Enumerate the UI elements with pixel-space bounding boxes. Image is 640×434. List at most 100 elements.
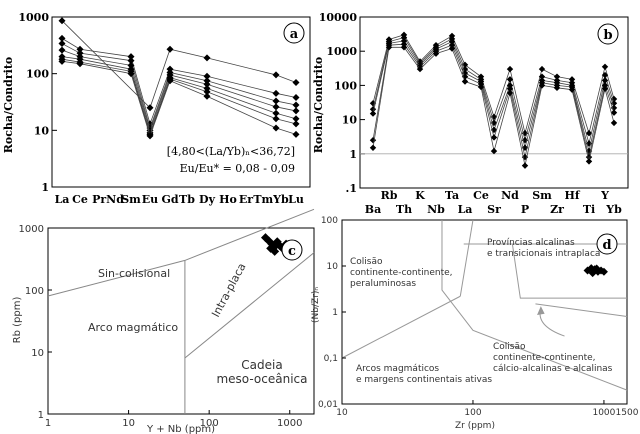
panel-d-field-alkaline-2: e transicionais intraplaca <box>487 249 600 259</box>
panel-b-x-tick-label: K <box>415 189 425 202</box>
panel-b-point <box>461 65 469 73</box>
panel-c-frame <box>47 227 315 415</box>
panel-c-point <box>266 243 276 253</box>
panel-a-point <box>146 104 154 112</box>
panel-b-point <box>610 109 618 116</box>
panel-c-field-magmatic-arc: Arco magmático <box>88 321 178 334</box>
panel-a-point <box>203 88 211 96</box>
panel-a-y-axis-label: Rocha/Condrito <box>2 57 15 154</box>
panel-b-point <box>506 76 514 83</box>
panel-d-label-circle <box>596 233 618 255</box>
panel-a-y-tick-label: 100 <box>26 68 49 81</box>
panel-a-x-tick-label: Dy <box>199 193 216 206</box>
panel-a-y-tick-label: 1000 <box>18 11 49 24</box>
panel-d-field-peraluminous-1: Colisão <box>350 257 383 267</box>
panel-a-point <box>58 34 66 42</box>
panel-b-point <box>448 45 456 52</box>
panel-a-series-line <box>61 49 297 132</box>
panel-d-field-boundary <box>341 295 461 359</box>
panel-d-field-boundary <box>441 220 628 391</box>
panel-d-y-tick-label: 1 <box>332 308 338 318</box>
panel-b-point <box>553 73 561 80</box>
panel-b-x-tick-label: Yb <box>605 203 622 216</box>
panel-c-field-syn-collisional: Sin-colisional <box>98 267 170 280</box>
panel-a-x-tick-label: Ce <box>72 193 88 206</box>
panel-b-x-tick-label: Sr <box>487 203 501 216</box>
panel-d-field-calc-alkaline-1: Colisão <box>493 342 526 352</box>
panel-b-x-tick-label: Ti <box>583 203 595 216</box>
panel-b-x-tick-label: La <box>458 203 473 216</box>
panel-b-x-tick-label: Sm <box>532 189 552 202</box>
panel-a-point <box>76 45 84 53</box>
panel-b-y-tick-label: 1000 <box>326 45 357 58</box>
panel-b-point <box>461 73 469 80</box>
panel-c-x-axis-label: Y + Nb (ppm) <box>146 424 215 434</box>
panel-b-point <box>521 162 529 169</box>
panel-a-annotation-eu: Eu/Eu* = 0,08 - 0,09 <box>180 162 295 175</box>
panel-d-y-tick-label: 100 <box>321 216 338 226</box>
panel-d-y-tick-label: 0,01 <box>318 400 338 410</box>
panel-b-frame <box>359 16 629 189</box>
panel-b-point <box>369 110 377 117</box>
panel-c-y-tick-label: 1 <box>38 410 44 421</box>
panel-a-point <box>203 72 211 80</box>
panel-c-label: c <box>288 244 296 259</box>
panel-b-x-tick-label: P <box>521 203 529 216</box>
panel-b-x-tick-label: Hf <box>564 189 580 202</box>
panel-a-point <box>292 115 300 123</box>
panel-b-y-tick-label: .1 <box>346 182 357 195</box>
panel-b-point <box>610 119 618 127</box>
panel-b-point <box>490 113 498 121</box>
panel-a-point <box>58 57 66 65</box>
panel-d-x-tick-label: 10 <box>336 408 348 418</box>
panel-d-point <box>588 269 597 278</box>
panel-d-y-tick-label: 0,1 <box>324 354 338 364</box>
panel-a-point <box>292 120 300 128</box>
panel-b-point <box>568 76 576 83</box>
panel-c-field-boundary <box>184 208 315 261</box>
panel-b-x-tick-label: Ba <box>365 203 381 216</box>
panel-a-point <box>272 109 280 117</box>
panel-b-x-tick-label: Ce <box>473 189 489 202</box>
panel-c-field-mid-ocean-ridge-1: Cadeia <box>241 358 282 372</box>
panel-b-point <box>461 78 469 85</box>
panel-d-field-arcs-1: Arcos magmáticos <box>356 364 439 374</box>
panel-a-x-tick-label: Eu <box>142 193 158 206</box>
panel-b-point <box>400 37 408 45</box>
panel-a-annotation-ratio: [4,80<(La/Yb)ₙ<36,72] <box>167 145 295 158</box>
panel-c-x-tick-label: 1 <box>45 418 51 429</box>
panel-a-point <box>203 80 211 88</box>
panel-d-field-peraluminous-3: peraluminosas <box>350 279 416 289</box>
panel-b-point <box>568 86 576 93</box>
panel-a-series-line <box>61 58 297 136</box>
panel-b-x-tick-label: Rb <box>381 189 398 202</box>
panel-b-point <box>432 50 440 57</box>
panel-b-point <box>585 130 593 137</box>
panel-c-field-boundary <box>47 259 186 297</box>
panel-a-point <box>76 60 84 68</box>
panel-a-y-tick-label: 1 <box>41 181 49 194</box>
panel-c-y-tick-label: 100 <box>25 286 44 297</box>
panel-b-point <box>601 71 609 79</box>
panel-b-label-circle <box>597 23 619 45</box>
panel-a-point <box>292 93 300 101</box>
panel-b-point <box>400 44 408 51</box>
panel-c: 1000 100 10 1 1 10 100 1000 Sin-colisional Arc… <box>12 208 315 434</box>
panel-b-point <box>506 85 514 92</box>
panel-a-x-tick-label: PrNd <box>92 193 124 206</box>
panel-a-point <box>146 132 154 140</box>
panel-a-x-tick-label: Ho <box>219 193 237 206</box>
panel-a-point <box>58 17 66 25</box>
panel-a-point <box>203 92 211 100</box>
panel-b-point <box>506 65 514 73</box>
panel-b-x-tick-label: Ta <box>445 189 459 202</box>
panel-a-series-line <box>61 56 297 135</box>
panel-a-point <box>58 46 66 54</box>
panel-b-y-tick-label: 1 <box>349 148 357 161</box>
panel-a-label: a <box>290 27 299 42</box>
panel-b-y-axis-label: Rocha/Condrito <box>312 57 325 154</box>
panel-d-x-tick-label: 1500 <box>616 408 639 418</box>
panel-d-field-boundary <box>463 243 627 299</box>
